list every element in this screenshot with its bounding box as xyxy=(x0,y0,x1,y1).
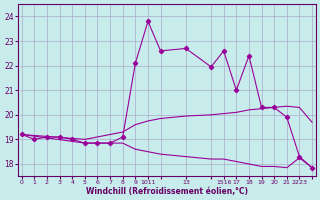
X-axis label: Windchill (Refroidissement éolien,°C): Windchill (Refroidissement éolien,°C) xyxy=(86,187,248,196)
